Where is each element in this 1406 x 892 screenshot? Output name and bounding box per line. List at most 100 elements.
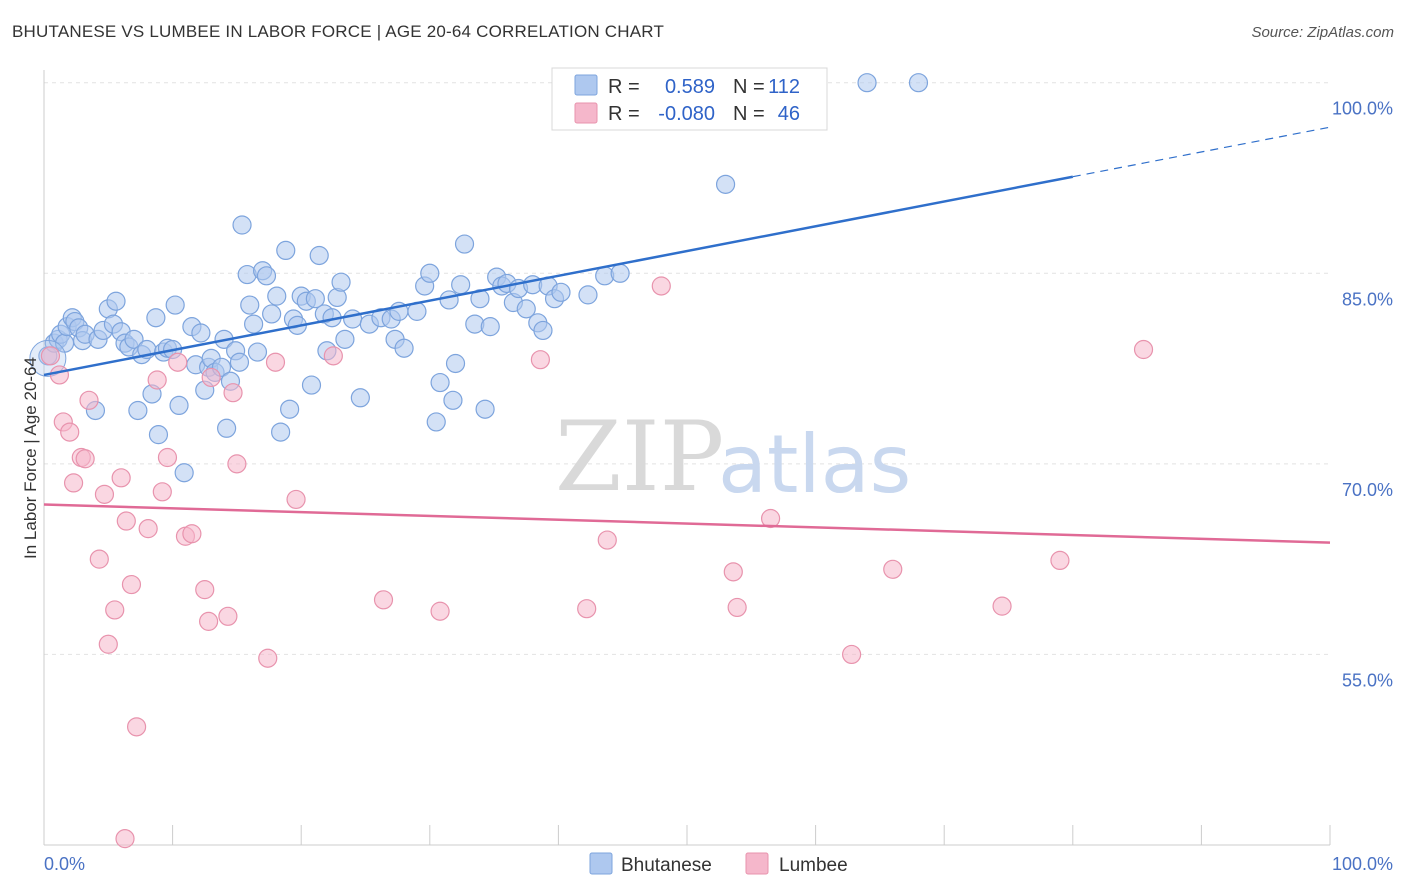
lumbee-point: [577, 599, 597, 619]
lumbee-point: [168, 352, 188, 372]
lumbee-point: [105, 600, 125, 620]
bhutanese-point: [169, 395, 189, 416]
lumbee-point: [49, 365, 70, 385]
legend-swatch-lumbee: [745, 852, 769, 875]
bhutanese-point: [280, 399, 300, 419]
lumbee-points: [40, 276, 1154, 849]
bhutanese-point: [244, 314, 264, 334]
bhutanese-point: [857, 73, 877, 93]
bhutanese-point: [394, 338, 414, 358]
bhutanese-point: [443, 390, 463, 410]
lumbee-point: [94, 484, 115, 504]
bhutanese-point: [420, 263, 440, 283]
lumbee-point: [60, 422, 80, 442]
bhutanese-trend-extension: [1072, 126, 1331, 178]
lumbee-point: [75, 449, 95, 469]
bhutanese-point: [262, 304, 282, 324]
lumbee-point: [79, 390, 99, 410]
bhutanese-point: [106, 291, 126, 311]
y-axis-label: In Labor Force | Age 20-64: [21, 357, 40, 559]
bhutanese-point: [516, 299, 536, 319]
y-tick-label: 55.0%: [1342, 670, 1393, 690]
lumbee-point: [201, 367, 221, 388]
bhutanese-point: [247, 342, 268, 362]
bhutanese-point: [439, 290, 459, 310]
bhutanese-point: [454, 234, 475, 254]
bhutanese-point: [128, 400, 148, 421]
lumbee-point: [152, 482, 172, 502]
lumbee-point: [1050, 550, 1070, 571]
watermark: ZIP atlas: [555, 401, 911, 513]
lumbee-point: [265, 352, 286, 372]
legend-r-label: R =: [608, 103, 640, 125]
bhutanese-point: [217, 418, 237, 438]
legend-n-value: 46: [778, 103, 800, 125]
bhutanese-point: [445, 353, 466, 374]
lumbee-point: [842, 644, 862, 665]
bhutanese-point: [240, 295, 260, 315]
y-tick-label: 85.0%: [1342, 289, 1393, 309]
axes: [43, 70, 1331, 846]
bhutanese-point: [124, 329, 144, 349]
bhutanese-point: [551, 282, 571, 302]
lumbee-point: [223, 383, 243, 403]
lumbee-point: [98, 634, 118, 654]
legend-item-bhutanese: Bhutanese: [621, 855, 712, 876]
bhutanese-point: [715, 174, 736, 194]
legend-box: [551, 67, 828, 131]
lumbee-point: [373, 590, 394, 610]
lumbee-point: [126, 717, 147, 737]
x-tick-label: 0.0%: [44, 854, 85, 874]
lumbee-point: [116, 511, 136, 531]
bhutanese-point: [174, 463, 194, 483]
lumbee-point: [530, 350, 550, 370]
lumbee-point: [227, 454, 247, 474]
bhutanese-point: [343, 309, 363, 329]
bhutanese-point: [276, 240, 296, 261]
legend-n-label: N =: [733, 103, 765, 125]
bhutanese-point: [908, 73, 929, 93]
legend-item-lumbee: Lumbee: [779, 855, 848, 876]
bhutanese-point: [426, 412, 446, 432]
lumbee-trend-line: [43, 503, 1331, 544]
legend-swatch-lumbee: [574, 102, 598, 124]
legend-n-value: 112: [768, 76, 800, 98]
bhutanese-point: [301, 375, 322, 395]
lumbee-point: [286, 489, 306, 510]
y-tick-labels: 55.0% 70.0% 85.0% 100.0%: [1332, 99, 1393, 691]
bhutanese-point: [475, 399, 495, 419]
lumbee-point: [89, 549, 109, 569]
bhutanese-point: [229, 352, 250, 372]
lumbee-point: [218, 606, 238, 626]
lumbee-point: [430, 601, 450, 621]
bhutanese-trend-line: [43, 175, 1074, 377]
lumbee-point: [138, 519, 158, 539]
lumbee-point: [195, 580, 215, 600]
lumbee-point: [597, 530, 617, 550]
bhutanese-point: [256, 266, 277, 286]
x-tick-labels: 0.0% 100.0%: [44, 854, 1393, 874]
stats-legend: R = 0.589 N = 112 R = -0.080 N = 46: [551, 67, 828, 131]
lumbee-point: [323, 346, 343, 366]
bhutanese-point: [146, 308, 166, 328]
bhutanese-point: [191, 323, 211, 343]
lumbee-point: [111, 468, 131, 488]
bhutanese-point: [305, 289, 325, 309]
bhutanese-point: [267, 286, 287, 306]
y-tick-label: 100.0%: [1332, 99, 1393, 119]
legend-swatch-bhutanese: [589, 852, 613, 875]
lumbee-point: [992, 596, 1012, 616]
lumbee-point: [182, 524, 202, 544]
lumbee-point: [63, 473, 84, 493]
bhutanese-point: [165, 295, 185, 315]
y-tick-label: 70.0%: [1342, 480, 1393, 500]
lumbee-point: [157, 447, 178, 468]
bhutanese-point: [578, 285, 598, 305]
lumbee-point: [723, 562, 743, 582]
watermark-zip: ZIP: [555, 401, 724, 513]
bhutanese-point: [451, 275, 471, 295]
watermark-atlas: atlas: [718, 418, 911, 511]
bhutanese-point: [335, 329, 355, 349]
lumbee-point: [40, 346, 61, 366]
